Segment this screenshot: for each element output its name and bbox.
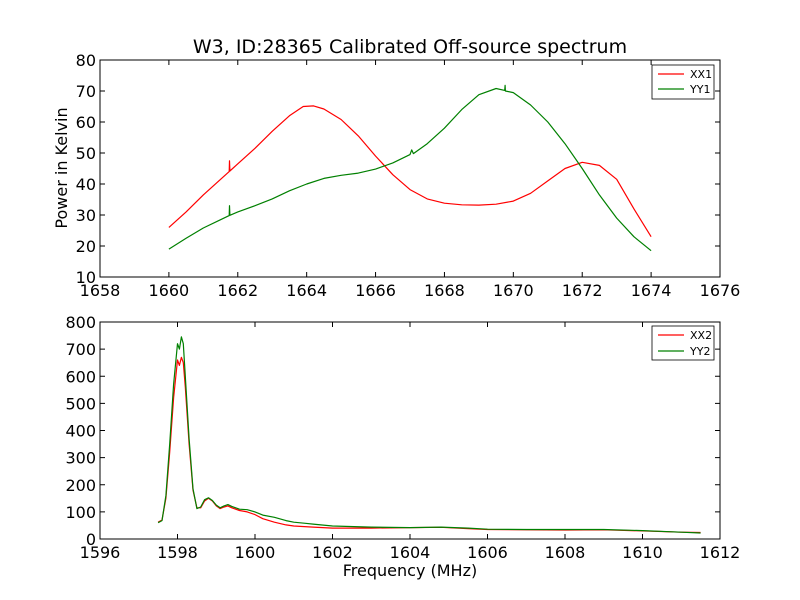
x-tick-label: 1608 [545, 543, 586, 562]
top-legend: XX1 YY1 [651, 64, 715, 100]
x-tick-label: 1666 [355, 281, 396, 300]
legend-label-yy2: YY2 [689, 345, 710, 358]
bottom-plot-ticks: 1596 1598 1600 1602 1604 1606 1608 1610 1612 0 100… [65, 313, 740, 562]
y-tick-label: 10 [76, 268, 96, 287]
x-tick-label: 1604 [390, 543, 431, 562]
y-tick-label: 700 [65, 340, 96, 359]
x-tick-label: 1660 [149, 281, 190, 300]
x-tick-label: 1658 [80, 281, 121, 300]
y-tick-label: 800 [65, 313, 96, 332]
legend-label-xx1: XX1 [690, 68, 712, 81]
y-tick-label: 300 [65, 449, 96, 468]
x-tick-label: 1602 [312, 543, 353, 562]
top-legend-box [651, 64, 715, 100]
y-tick-label: 40 [76, 175, 96, 194]
x-tick-label: 1606 [467, 543, 508, 562]
y-tick-label: 20 [76, 237, 96, 256]
x-tick-label: 1600 [235, 543, 276, 562]
top-plot: 1658 1660 1662 1664 1666 1668 1670 1672 1674 1676… [52, 51, 740, 300]
y-tick-label: 100 [65, 503, 96, 522]
x-tick-label: 1668 [424, 281, 465, 300]
top-plot-lines [168, 84, 652, 252]
series-line-xx1 [168, 105, 652, 238]
x-tick-label: 1662 [217, 281, 258, 300]
bottom-plot-lines [157, 336, 701, 534]
y-axis-label: Power in Kelvin [52, 107, 71, 228]
y-tick-label: 200 [65, 476, 96, 495]
bottom-plot-frame [99, 321, 721, 540]
legend-label-yy1: YY1 [689, 83, 710, 96]
y-tick-label: 500 [65, 394, 96, 413]
y-tick-label: 600 [65, 367, 96, 386]
top-plot-ticks: 1658 1660 1662 1664 1666 1668 1670 1672 1674 1676… [76, 51, 741, 300]
legend-label-xx2: XX2 [690, 329, 712, 342]
bottom-legend: XX2 YY2 [651, 325, 715, 361]
top-plot-frame [99, 59, 721, 278]
y-tick-label: 400 [65, 422, 96, 441]
y-tick-label: 0 [86, 530, 96, 549]
x-tick-label: 1676 [700, 281, 741, 300]
x-tick-label: 1598 [157, 543, 198, 562]
x-tick-label: 1610 [622, 543, 663, 562]
chart-title: W3, ID:28365 Calibrated Off-source spect… [193, 36, 627, 58]
x-tick-label: 1596 [80, 543, 121, 562]
y-tick-label: 60 [76, 113, 96, 132]
bottom-legend-box [651, 325, 715, 361]
bottom-plot: 1596 1598 1600 1602 1604 1606 1608 1610 1612 0 100… [65, 313, 740, 580]
x-axis-label: Frequency (MHz) [343, 561, 477, 580]
x-tick-label: 1612 [700, 543, 741, 562]
x-tick-label: 1674 [631, 281, 672, 300]
x-tick-label: 1670 [493, 281, 534, 300]
y-tick-label: 80 [76, 51, 96, 70]
y-tick-label: 70 [76, 82, 96, 101]
x-tick-label: 1672 [562, 281, 603, 300]
series-line-yy2 [157, 336, 701, 534]
series-line-yy1 [168, 84, 652, 252]
y-tick-label: 50 [76, 144, 96, 163]
y-tick-label: 30 [76, 206, 96, 225]
x-tick-label: 1664 [286, 281, 327, 300]
